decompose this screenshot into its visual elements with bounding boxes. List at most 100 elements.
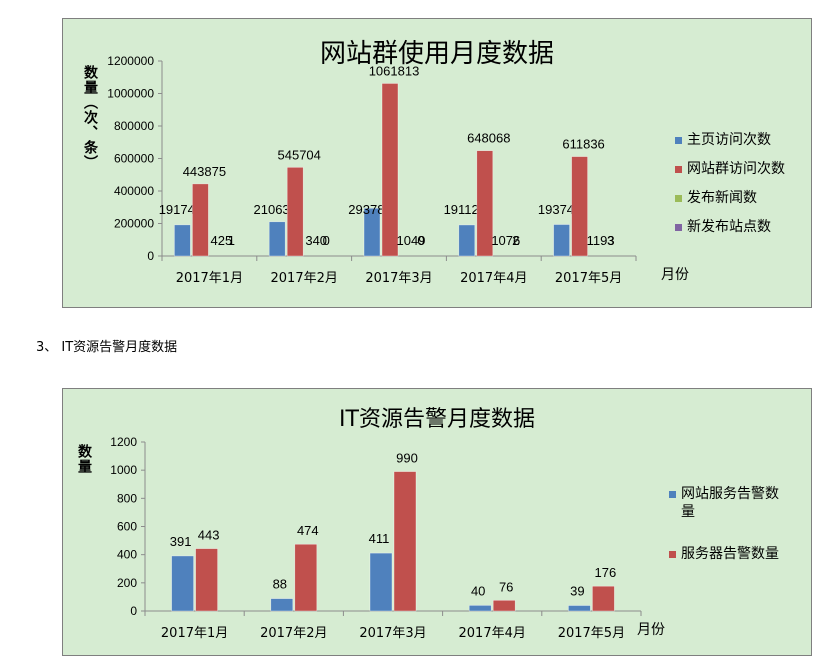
legend-item: 发布新闻数: [675, 189, 785, 207]
x-tick-label: 2017年5月: [558, 626, 625, 641]
data-label: 176: [595, 565, 617, 580]
data-label: 191745: [159, 202, 202, 217]
y-axis-label: 数量: [76, 444, 92, 474]
data-label: 443: [198, 528, 220, 543]
it-alert-chart: 0 200 400 600 800 1000 1200 2017年1月 2017年2月 2017年…: [62, 388, 812, 656]
y-tick-label: 0: [130, 604, 137, 618]
legend-swatch: [669, 551, 676, 558]
x-axis-label: 月份: [661, 267, 689, 283]
y-tick-label: 1200000: [107, 54, 154, 68]
it-alert-plot: 0 200 400 600 800 1000 1200 2017年1月 2017年2月 2017年…: [110, 435, 642, 641]
data-label: 611836: [562, 137, 604, 152]
data-label: 1076: [491, 233, 520, 248]
x-tick-label: 2017年1月: [176, 271, 243, 286]
bar: [268, 221, 286, 257]
y-axis-label: 数量（次、条）: [82, 65, 98, 170]
y-tick-label: 200: [117, 576, 137, 590]
data-label: 411: [369, 531, 390, 546]
y-tick-label: 0: [147, 249, 154, 263]
y-tick-label: 1200: [110, 435, 137, 449]
data-label: 1193: [587, 233, 615, 248]
data-label: 193741: [538, 202, 581, 217]
x-tick-label: 2017年2月: [260, 626, 327, 641]
y-tick-label: 1000000: [107, 87, 154, 101]
legend-label: 网站群访问次数: [687, 161, 785, 177]
legend-swatch: [675, 224, 682, 231]
bar: [592, 585, 615, 612]
bar: [476, 150, 494, 257]
data-label: 210631: [254, 202, 297, 217]
legend-item: 网站服务告警数量: [669, 485, 789, 521]
legend-label: 主页访问次数: [687, 132, 771, 148]
legend-label: 服务器告警数量: [681, 546, 779, 562]
legend-label: 发布新闻数: [687, 190, 757, 206]
bar: [286, 167, 304, 257]
x-tick-label: 2017年1月: [161, 626, 228, 641]
y-tick-label: 400000: [114, 184, 154, 198]
y-tick-label: 800000: [114, 119, 154, 133]
data-label: 39: [570, 584, 584, 599]
chart-title: 网站群使用月度数据: [319, 39, 554, 69]
x-tick-label: 2017年5月: [555, 271, 622, 286]
website-usage-plot: 0 200000 400000 600000 800000 1000000 1200000 2…: [107, 54, 637, 286]
bar: [270, 598, 294, 612]
data-label: 545704: [278, 147, 321, 162]
legend-item: 网站群访问次数: [675, 160, 785, 178]
data-label: 340: [305, 233, 327, 248]
data-label: 425: [211, 233, 233, 248]
data-label: 88: [273, 577, 287, 592]
x-tick-label: 2017年3月: [359, 626, 426, 641]
y-tick-label: 800: [117, 491, 137, 505]
bar: [458, 224, 476, 257]
legend: 网站服务告警数量服务器告警数量: [669, 485, 789, 587]
data-label: 1049: [397, 233, 426, 248]
bar: [294, 543, 318, 612]
bar: [174, 224, 191, 257]
data-label: 474: [297, 523, 319, 538]
x-tick-label: 2017年4月: [460, 271, 527, 286]
legend-swatch: [675, 166, 682, 173]
y-tick-label: 600: [117, 520, 137, 534]
bar: [195, 548, 218, 612]
x-tick-label: 2017年4月: [459, 626, 526, 641]
legend-item: 主页访问次数: [675, 131, 785, 149]
bar: [171, 555, 194, 612]
legend-item: 新发布站点数: [675, 218, 785, 236]
data-label: 443875: [183, 164, 226, 179]
section-heading: 3、 IT资源告警月度数据: [36, 340, 178, 355]
x-axis-label: 月份: [637, 622, 665, 638]
x-tick-label: 2017年2月: [271, 271, 338, 286]
y-tick-label: 200000: [114, 217, 154, 231]
data-label: 191125: [444, 202, 486, 217]
data-label: 0: [323, 233, 330, 248]
website-usage-chart: 0 200000 400000 600000 800000 1000000 1200000 2…: [62, 18, 812, 308]
legend-swatch: [669, 491, 676, 498]
data-label: 293784: [348, 202, 391, 217]
data-label: 40: [471, 583, 485, 598]
legend-label: 新发布站点数: [687, 219, 771, 235]
x-tick-label: 2017年3月: [365, 271, 432, 286]
bar: [381, 83, 399, 257]
bar: [571, 156, 588, 257]
y-tick-label: 1000: [110, 463, 137, 477]
bar: [393, 471, 417, 612]
data-label: 0: [417, 233, 424, 248]
data-label: 990: [396, 451, 418, 466]
data-label: 1061813: [369, 63, 420, 78]
data-label: 2: [512, 233, 519, 248]
y-tick-label: 400: [117, 548, 137, 562]
data-label: 391: [170, 534, 192, 549]
legend-swatch: [675, 137, 682, 144]
bar: [192, 183, 209, 257]
bar: [468, 605, 492, 612]
bar: [363, 207, 381, 257]
data-label: 76: [499, 579, 513, 594]
chart-title: IT资源告警月度数据: [339, 407, 535, 432]
bar: [369, 552, 393, 612]
legend-label: 网站服务告警数量: [681, 486, 779, 520]
data-label: 648068: [467, 131, 510, 146]
legend-swatch: [675, 195, 682, 202]
y-tick-label: 600000: [114, 152, 154, 166]
bar: [553, 224, 570, 257]
data-label: 3: [607, 233, 614, 248]
